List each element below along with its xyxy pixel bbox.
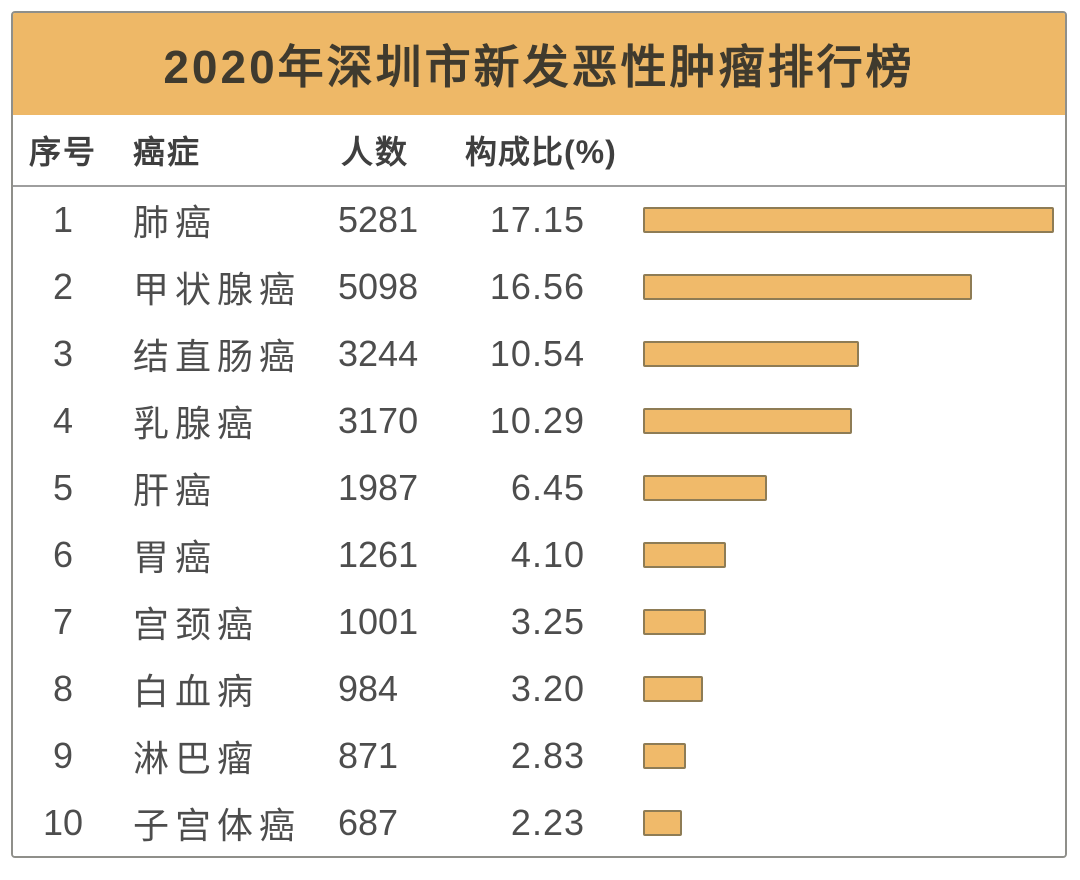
table-body: 1 肺癌 5281 17.15 2 甲状腺癌 5098 16.56 3 结直肠癌 3244 10.54… <box>13 187 1065 856</box>
table-row: 7 宫颈癌 1001 3.25 <box>13 588 1065 656</box>
count-cell: 1001 <box>338 600 419 642</box>
percent-cell: 2.23 <box>510 801 585 843</box>
count-cell: 687 <box>338 801 399 843</box>
table-row: 5 肝癌 1987 6.45 <box>13 454 1065 522</box>
table-row: 3 结直肠癌 3244 10.54 <box>13 320 1065 388</box>
count-cell: 5281 <box>338 199 419 241</box>
cancer-name-cell: 肺癌 <box>133 202 218 244</box>
count-cell: 3244 <box>338 333 419 375</box>
rank-cell: 4 <box>52 400 74 442</box>
cancer-name-cell: 子宫体癌 <box>133 804 302 846</box>
count-cell: 984 <box>338 667 399 709</box>
page-title: 2020年深圳市新发恶性肿瘤排行榜 <box>163 41 915 93</box>
ranking-card: 2020年深圳市新发恶性肿瘤排行榜 序号 癌症 人数 构成比(%) 1 肺癌 528… <box>11 11 1067 858</box>
cancer-name-cell: 白血病 <box>133 670 260 712</box>
percent-bar <box>643 341 859 368</box>
percent-cell: 6.45 <box>510 467 585 509</box>
percent-cell: 2.83 <box>510 734 585 776</box>
title-bar: 2020年深圳市新发恶性肿瘤排行榜 <box>13 13 1065 115</box>
cancer-name-cell: 淋巴瘤 <box>133 737 260 779</box>
table-row: 6 胃癌 1261 4.10 <box>13 521 1065 589</box>
percent-cell: 10.29 <box>489 400 585 442</box>
percent-cell: 17.15 <box>489 199 585 241</box>
rank-cell: 9 <box>52 734 74 776</box>
table-header-row: 序号 癌症 人数 构成比(%) <box>13 115 1065 187</box>
rank-cell: 6 <box>52 533 74 575</box>
count-cell: 1987 <box>338 467 419 509</box>
column-header-count: 人数 <box>341 134 410 170</box>
rank-cell: 5 <box>52 467 74 509</box>
table-row: 9 淋巴瘤 871 2.83 <box>13 722 1065 790</box>
count-cell: 1261 <box>338 533 419 575</box>
percent-bar <box>643 274 972 301</box>
percent-cell: 10.54 <box>489 333 585 375</box>
percent-bar <box>643 742 686 769</box>
cancer-name-cell: 甲状腺癌 <box>133 269 302 311</box>
cancer-name-cell: 宫颈癌 <box>133 603 260 645</box>
table-row: 8 白血病 984 3.20 <box>13 655 1065 723</box>
count-cell: 5098 <box>338 266 419 308</box>
count-cell: 3170 <box>338 400 419 442</box>
percent-bar <box>643 207 1054 234</box>
cancer-name-cell: 胃癌 <box>133 536 218 578</box>
column-header-rank: 序号 <box>28 134 97 170</box>
count-cell: 871 <box>338 734 399 776</box>
percent-bar <box>643 541 726 568</box>
percent-bar <box>643 809 682 836</box>
percent-bar <box>643 675 703 702</box>
column-header-cancer: 癌症 <box>133 134 202 170</box>
cancer-name-cell: 肝癌 <box>133 470 218 512</box>
percent-cell: 3.20 <box>510 667 585 709</box>
rank-cell: 3 <box>52 333 74 375</box>
rank-cell: 1 <box>52 199 74 241</box>
percent-cell: 4.10 <box>510 533 585 575</box>
table-row: 1 肺癌 5281 17.15 <box>13 187 1065 254</box>
percent-cell: 16.56 <box>489 266 585 308</box>
rank-cell: 7 <box>52 600 74 642</box>
cancer-name-cell: 结直肠癌 <box>133 336 302 378</box>
rank-cell: 10 <box>42 801 84 843</box>
percent-bar <box>643 608 706 635</box>
rank-cell: 2 <box>52 266 74 308</box>
table-row: 10 子宫体癌 687 2.23 <box>13 789 1065 856</box>
percent-cell: 3.25 <box>510 600 585 642</box>
cancer-name-cell: 乳腺癌 <box>133 403 260 445</box>
rank-cell: 8 <box>52 667 74 709</box>
percent-bar <box>643 408 852 435</box>
table-row: 4 乳腺癌 3170 10.29 <box>13 387 1065 455</box>
table-row: 2 甲状腺癌 5098 16.56 <box>13 253 1065 321</box>
column-header-percent: 构成比(%) <box>465 134 617 170</box>
percent-bar <box>643 475 767 502</box>
